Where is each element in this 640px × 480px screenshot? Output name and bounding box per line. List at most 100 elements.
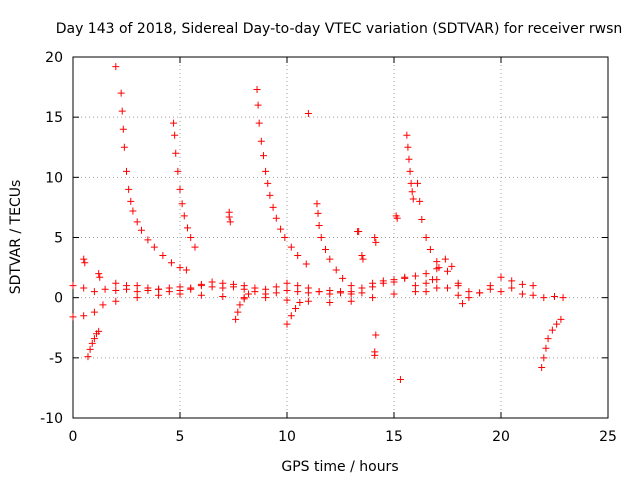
data-point: [187, 234, 195, 241]
data-point: [486, 282, 494, 290]
grid-lines: [73, 57, 608, 418]
data-point: [326, 255, 334, 263]
data-point: [81, 259, 89, 267]
data-point: [86, 345, 94, 353]
data-point: [355, 227, 363, 235]
data-point: [133, 282, 141, 290]
data-point: [304, 110, 312, 118]
data-point: [557, 315, 565, 323]
data-point: [84, 353, 92, 361]
data-point: [112, 63, 120, 71]
x-tick-label: 25: [599, 429, 617, 445]
data-point: [95, 270, 103, 278]
data-point: [262, 167, 270, 175]
data-point: [411, 288, 419, 296]
data-point: [125, 185, 133, 193]
y-tick-label: -5: [49, 351, 63, 367]
data-point: [508, 284, 516, 292]
series-arc-8.6: [253, 85, 310, 268]
data-point: [369, 279, 377, 287]
data-point: [296, 298, 304, 306]
data-point: [150, 243, 158, 251]
data-point: [332, 266, 340, 274]
y-tick-label: 10: [45, 170, 63, 186]
x-tick-label: 20: [492, 429, 510, 445]
data-point: [137, 226, 145, 234]
data-point: [476, 289, 484, 297]
data-point: [548, 326, 556, 334]
data-point: [155, 291, 163, 299]
data-point: [314, 209, 322, 217]
data-point: [99, 301, 107, 309]
data-point: [538, 363, 546, 371]
data-point: [405, 155, 413, 163]
data-point: [183, 224, 191, 232]
y-tick-label: -10: [40, 411, 63, 427]
series-arc-11.0: [304, 110, 312, 118]
data-point: [144, 284, 152, 292]
series-zero-band: [69, 274, 567, 302]
series-arc-15.6: [403, 131, 417, 203]
data-point: [272, 283, 280, 291]
y-tick-label: 0: [54, 291, 63, 307]
data-point: [508, 277, 516, 285]
data-point: [259, 152, 267, 160]
data-point: [155, 285, 163, 293]
data-point: [422, 270, 430, 278]
data-point: [123, 282, 130, 290]
data-point: [281, 234, 289, 241]
data-point: [269, 203, 277, 211]
y-tick-labels: -10 -5 0 5 10 15 20: [40, 50, 63, 427]
series-arc-16.2: [414, 179, 441, 266]
data-point: [101, 285, 109, 293]
data-point: [414, 179, 422, 187]
data-point: [315, 288, 323, 296]
data-point: [433, 284, 441, 292]
data-point: [551, 292, 558, 300]
y-tick-label: 20: [45, 50, 63, 66]
data-point: [240, 294, 248, 302]
data-point: [465, 294, 473, 302]
data-point: [411, 272, 419, 280]
data-point: [112, 286, 120, 294]
data-point: [372, 238, 380, 246]
series-arc-2.3: [117, 89, 190, 274]
data-point: [236, 301, 244, 309]
data-point: [418, 215, 426, 223]
data-point: [294, 288, 302, 296]
y-axis-label: SDTVAR / TECUs: [8, 180, 24, 295]
data-point: [454, 282, 462, 290]
data-point: [529, 291, 537, 299]
data-point: [326, 290, 334, 298]
x-tick-label: 5: [176, 429, 185, 445]
data-point: [118, 107, 126, 115]
series-arc-11.4: [313, 200, 355, 290]
data-point: [433, 258, 441, 266]
data-point: [174, 167, 182, 175]
series-arc-10.0neg: [283, 298, 304, 328]
series-arc-7.3: [225, 208, 234, 226]
data-point: [337, 289, 344, 297]
data-point: [182, 266, 190, 274]
data-point: [234, 308, 242, 316]
data-point: [272, 214, 280, 222]
data-point: [208, 278, 216, 286]
data-point: [90, 308, 98, 316]
data-point: [96, 273, 104, 281]
data-point: [403, 131, 411, 139]
data-point: [219, 292, 227, 300]
data-point: [529, 282, 537, 290]
data-point: [266, 191, 274, 199]
data-point: [176, 185, 184, 193]
data-point: [313, 200, 321, 208]
data-point: [371, 351, 379, 359]
series-lower-band: [69, 284, 441, 321]
data-point: [390, 290, 398, 298]
data-point: [69, 313, 77, 321]
data-point: [240, 282, 248, 290]
data-point: [497, 273, 505, 281]
data-point: [408, 188, 416, 196]
data-point: [358, 252, 366, 260]
data-point: [80, 255, 88, 263]
data-point: [302, 260, 310, 268]
